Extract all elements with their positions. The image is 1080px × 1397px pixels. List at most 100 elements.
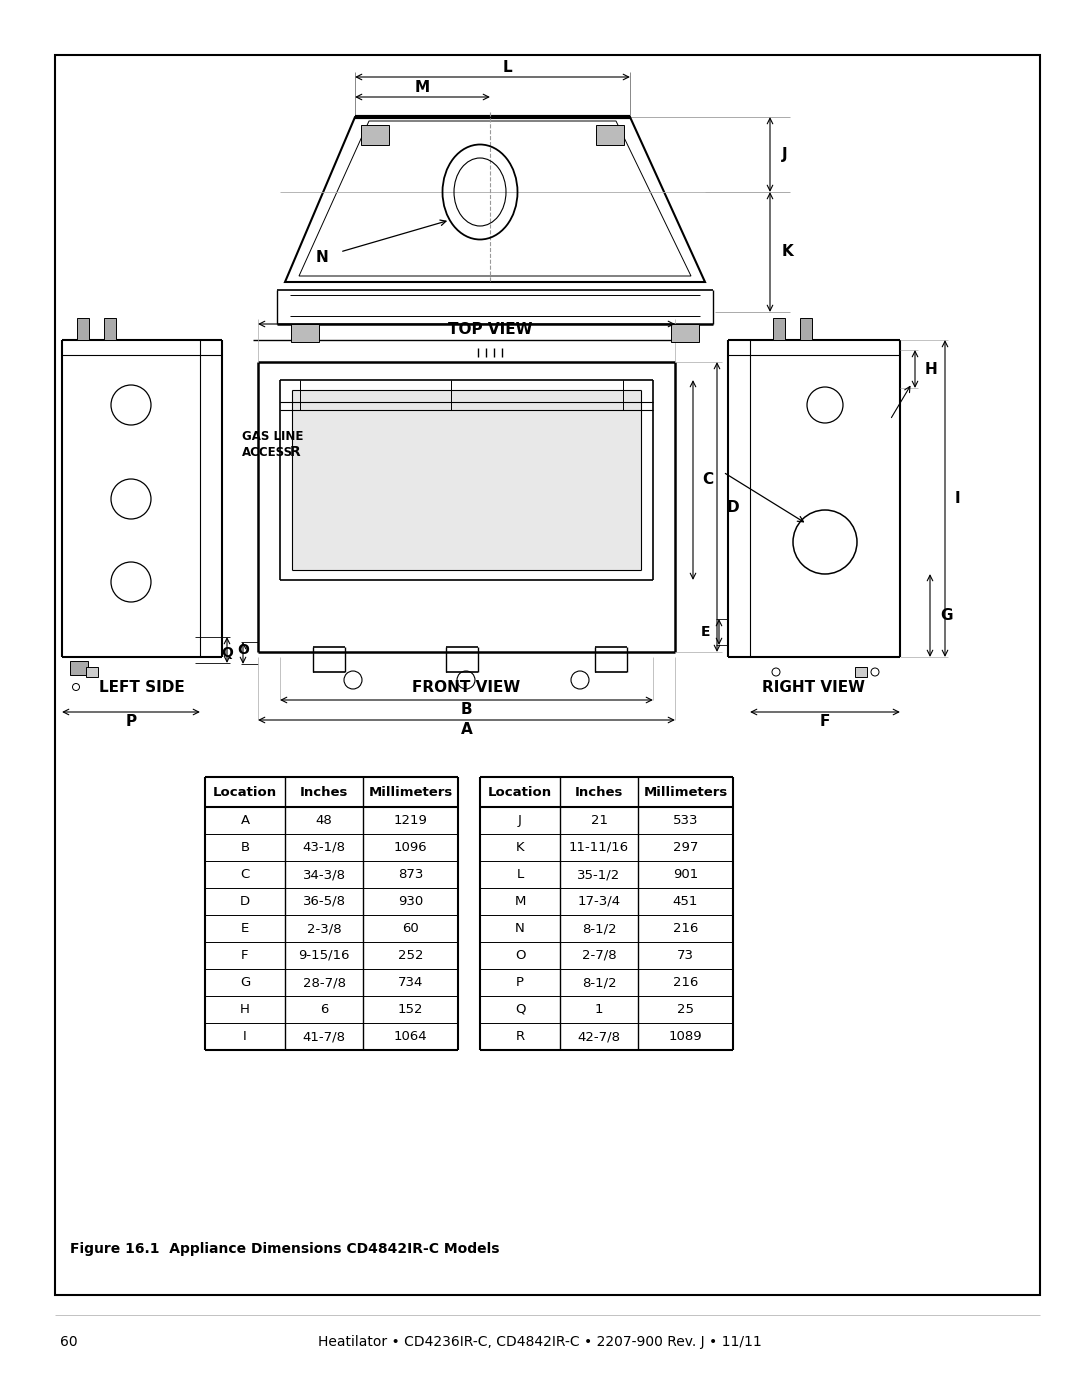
Bar xyxy=(800,319,812,339)
Text: 1096: 1096 xyxy=(394,841,428,854)
Bar xyxy=(596,124,624,145)
Text: 8-1/2: 8-1/2 xyxy=(582,977,617,989)
Text: 28-7/8: 28-7/8 xyxy=(302,977,346,989)
Text: 43-1/8: 43-1/8 xyxy=(302,841,346,854)
Bar xyxy=(70,661,87,675)
Text: 36-5/8: 36-5/8 xyxy=(302,895,346,908)
Bar xyxy=(86,666,98,678)
Text: 60: 60 xyxy=(402,922,419,935)
Text: 1089: 1089 xyxy=(669,1030,702,1044)
Text: H: H xyxy=(924,362,937,377)
Text: E: E xyxy=(701,624,710,638)
Text: ACCESS: ACCESS xyxy=(242,446,293,458)
Text: N: N xyxy=(315,250,328,264)
Text: 11-11/16: 11-11/16 xyxy=(569,841,629,854)
Text: 930: 930 xyxy=(397,895,423,908)
Text: 451: 451 xyxy=(673,895,698,908)
Text: GAS LINE: GAS LINE xyxy=(242,430,303,443)
Text: Heatilator • CD4236IR-C, CD4842IR-C • 2207-900 Rev. J • 11/11: Heatilator • CD4236IR-C, CD4842IR-C • 22… xyxy=(319,1336,761,1350)
Bar xyxy=(291,324,319,342)
Text: 25: 25 xyxy=(677,1003,694,1016)
Text: 9-15/16: 9-15/16 xyxy=(298,949,350,963)
Text: Q: Q xyxy=(515,1003,525,1016)
Bar xyxy=(855,666,867,678)
Text: 42-7/8: 42-7/8 xyxy=(578,1030,621,1044)
Text: Millimeters: Millimeters xyxy=(368,785,453,799)
Text: FRONT VIEW: FRONT VIEW xyxy=(413,679,521,694)
Text: J: J xyxy=(518,814,522,827)
Text: L: L xyxy=(502,60,512,74)
Text: M: M xyxy=(415,80,430,95)
Text: Location: Location xyxy=(488,785,552,799)
Bar xyxy=(361,124,389,145)
Text: E: E xyxy=(241,922,249,935)
Bar xyxy=(104,319,116,339)
Text: G: G xyxy=(940,608,953,623)
Text: 252: 252 xyxy=(397,949,423,963)
Text: 2-7/8: 2-7/8 xyxy=(582,949,617,963)
Text: Inches: Inches xyxy=(300,785,348,799)
Bar xyxy=(55,54,1040,1295)
Text: 1: 1 xyxy=(595,1003,604,1016)
Bar xyxy=(773,319,785,339)
Text: Inches: Inches xyxy=(575,785,623,799)
Bar xyxy=(671,324,699,342)
Text: Millimeters: Millimeters xyxy=(644,785,728,799)
Text: N: N xyxy=(515,922,525,935)
Text: 73: 73 xyxy=(677,949,694,963)
Text: 873: 873 xyxy=(397,868,423,882)
Text: R: R xyxy=(291,446,300,460)
Text: M: M xyxy=(514,895,526,908)
Text: 297: 297 xyxy=(673,841,698,854)
Text: Q: Q xyxy=(221,645,233,659)
Text: 216: 216 xyxy=(673,922,698,935)
Text: B: B xyxy=(241,841,249,854)
Text: A: A xyxy=(241,814,249,827)
Text: P: P xyxy=(516,977,524,989)
Text: H: H xyxy=(240,1003,249,1016)
Text: 734: 734 xyxy=(397,977,423,989)
Text: 21: 21 xyxy=(591,814,607,827)
Text: F: F xyxy=(241,949,248,963)
Text: 17-3/4: 17-3/4 xyxy=(578,895,621,908)
Text: 60: 60 xyxy=(60,1336,78,1350)
Text: L: L xyxy=(516,868,524,882)
Text: O: O xyxy=(515,949,525,963)
Text: 2-3/8: 2-3/8 xyxy=(307,922,341,935)
Bar xyxy=(77,319,89,339)
Text: R: R xyxy=(515,1030,525,1044)
Text: 48: 48 xyxy=(315,814,333,827)
Text: LEFT SIDE: LEFT SIDE xyxy=(99,679,185,694)
Text: 6: 6 xyxy=(320,1003,328,1016)
Text: A: A xyxy=(461,722,472,738)
Text: 35-1/2: 35-1/2 xyxy=(578,868,621,882)
Text: C: C xyxy=(702,472,713,488)
Text: Figure 16.1  Appliance Dimensions CD4842IR-C Models: Figure 16.1 Appliance Dimensions CD4842I… xyxy=(70,1242,499,1256)
Text: K: K xyxy=(515,841,524,854)
Text: G: G xyxy=(240,977,251,989)
Text: 34-3/8: 34-3/8 xyxy=(302,868,346,882)
Text: K: K xyxy=(782,244,794,260)
Bar xyxy=(292,390,642,570)
Text: 216: 216 xyxy=(673,977,698,989)
Text: D: D xyxy=(240,895,251,908)
Text: P: P xyxy=(125,714,136,729)
Text: I: I xyxy=(955,490,960,506)
Text: B: B xyxy=(461,703,472,718)
Text: I: I xyxy=(243,1030,247,1044)
Text: O: O xyxy=(237,643,248,657)
Text: RIGHT VIEW: RIGHT VIEW xyxy=(762,679,865,694)
Text: TOP VIEW: TOP VIEW xyxy=(448,321,532,337)
Text: 533: 533 xyxy=(673,814,699,827)
Text: 152: 152 xyxy=(397,1003,423,1016)
Text: 901: 901 xyxy=(673,868,698,882)
Text: Location: Location xyxy=(213,785,278,799)
Text: F: F xyxy=(820,714,831,729)
Text: 1064: 1064 xyxy=(394,1030,428,1044)
Text: C: C xyxy=(241,868,249,882)
Text: 8-1/2: 8-1/2 xyxy=(582,922,617,935)
Text: J: J xyxy=(782,147,787,162)
Text: D: D xyxy=(727,500,740,514)
Text: 1219: 1219 xyxy=(393,814,428,827)
Text: 41-7/8: 41-7/8 xyxy=(302,1030,346,1044)
